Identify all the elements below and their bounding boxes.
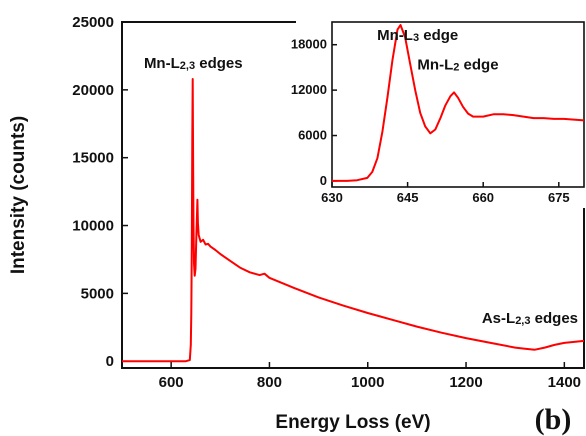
main-chart: 600 800 1000 1200 1400 0 5000 10000 15000 20000 25… (8, 14, 585, 433)
main-y-tick-label: 20000 (72, 82, 114, 99)
inset-x-tick-label: 645 (397, 190, 419, 205)
x-axis-title: Energy Loss (eV) (275, 412, 430, 433)
inset-background (296, 16, 586, 208)
main-annotation-1: As-L2,3 edges (482, 310, 578, 327)
main-x-tick-label: 600 (159, 374, 184, 391)
main-x-tick-label: 800 (257, 374, 282, 391)
inset-y-tick-label: 12000 (291, 82, 327, 97)
main-y-tick-label: 0 (106, 353, 114, 370)
y-axis-title: Intensity (counts) (8, 116, 29, 274)
inset-x-tick-label: 630 (321, 190, 343, 205)
inset-series-line-0 (332, 24, 584, 182)
main-y-tick-label: 25000 (72, 14, 114, 31)
inset-y-tick-label: 6000 (298, 128, 327, 143)
inset-annotation-1: Mn-L2 edge (417, 57, 498, 74)
main-y-tick-label: 15000 (72, 150, 114, 167)
inset-plot-frame (331, 21, 585, 188)
main-y-tick-label: 5000 (81, 285, 114, 302)
panel-label: (b) (535, 403, 572, 436)
inset-annotation-0: Mn-L3 edge (377, 27, 458, 44)
main-annotation-0: Mn-L2,3 edges (144, 55, 243, 72)
inset-y-tick-label: 0 (320, 173, 327, 188)
inset-x-tick-label: 675 (548, 190, 570, 205)
main-x-tick-label: 1200 (449, 374, 482, 391)
main-x-tick-label: 1000 (351, 374, 384, 391)
inset-chart: 630 645 660 675 0 6000 12000 18000 Mn-L3 edge Mn-… (291, 16, 586, 208)
inset-x-tick-label: 660 (472, 190, 494, 205)
main-x-tick-label: 1400 (548, 374, 581, 391)
inset-y-tick-label: 18000 (291, 37, 327, 52)
main-series-line-0 (122, 78, 584, 363)
main-y-tick-label: 10000 (72, 218, 114, 235)
